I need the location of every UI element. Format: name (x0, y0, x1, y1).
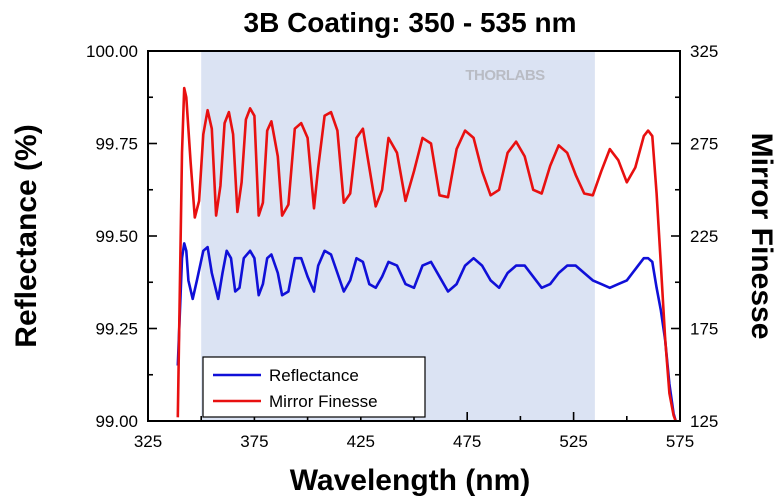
thorlabs-watermark: THORLABS (465, 67, 545, 84)
x-axis-label: Wavelength (nm) (290, 464, 531, 497)
y-right-tick-label: 325 (690, 42, 718, 61)
y-left-tick-label: 99.00 (95, 412, 138, 431)
x-tick-label: 325 (134, 432, 162, 451)
y-right-tick-label: 125 (690, 412, 718, 431)
y-left-tick-label: 99.50 (95, 227, 138, 246)
y-left-tick-label: 99.25 (95, 320, 138, 339)
x-tick-label: 475 (453, 432, 481, 451)
y-axis-label-left: Reflectance (%) (10, 124, 43, 347)
y-left-tick-label: 100.00 (86, 42, 138, 61)
y-left-tick-label: 99.75 (95, 135, 138, 154)
y-axis-label-right: Mirror Finesse (745, 133, 778, 340)
legend-box (202, 356, 426, 418)
legend-label-reflectance: Reflectance (269, 366, 359, 385)
x-tick-label: 375 (240, 432, 268, 451)
y-right-tick-label: 225 (690, 227, 718, 246)
x-tick-label: 575 (666, 432, 694, 451)
plot-area: THORLABS 325 375 425 475 525 575 99.00 99.25 99.5… (86, 42, 718, 451)
legend-label-finesse: Mirror Finesse (269, 392, 378, 411)
y-right-tick-label: 275 (690, 135, 718, 154)
y-right-tick-label: 175 (690, 320, 718, 339)
mirror-finesse-line (176, 86, 677, 421)
x-tick-label: 525 (559, 432, 587, 451)
reflectance-line (176, 242, 677, 421)
x-tick-label: 425 (347, 432, 375, 451)
chart-title: 3B Coating: 350 - 535 nm (244, 7, 577, 38)
